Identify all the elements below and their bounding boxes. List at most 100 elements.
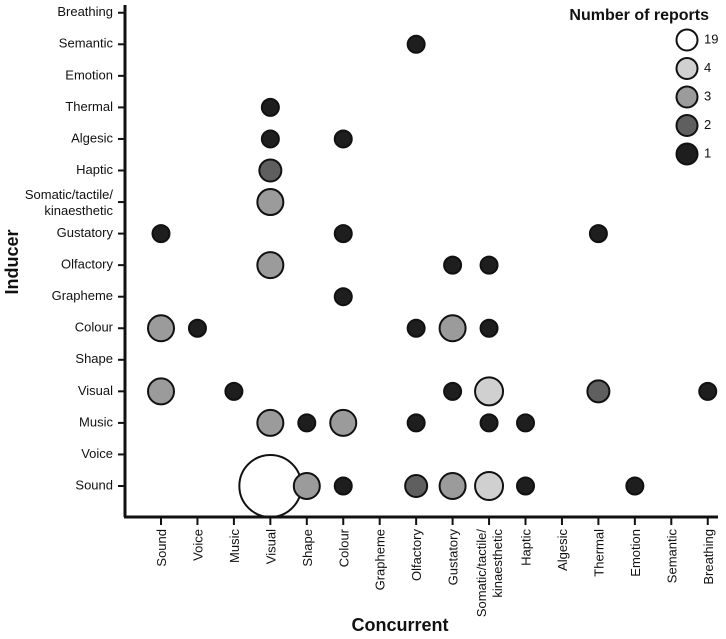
x-tick-label-group: Shape <box>300 529 315 567</box>
x-tick-label: Thermal <box>591 529 606 577</box>
x-tick-label-line: Shape <box>300 529 315 567</box>
x-tick-label-group: Semantic <box>664 529 679 584</box>
x-axis-title: Concurrent <box>351 615 448 635</box>
x-tick-label-group: Breathing <box>701 529 716 585</box>
bubbles <box>147 34 718 518</box>
y-tick-label: Thermal <box>65 99 113 114</box>
bubble <box>479 413 499 433</box>
x-axis-ticks: Sound Voice Music Visual Shape Colour Grapheme… <box>154 517 716 617</box>
x-tick-label: Semantic <box>664 529 679 584</box>
bubble <box>443 381 463 401</box>
bubble <box>333 224 353 244</box>
y-tick-label-line: kinaesthetic <box>44 203 113 218</box>
bubble <box>147 314 175 343</box>
x-tick-label: Colour <box>336 528 351 567</box>
bubble <box>256 251 285 280</box>
bubble <box>297 413 317 433</box>
bubble <box>404 474 429 498</box>
y-tick-label: Gustatory <box>57 225 114 240</box>
x-tick-label: Visual <box>263 529 278 564</box>
x-tick-label-group: Emotion <box>628 529 643 577</box>
legend-swatch <box>675 57 699 80</box>
y-tick-label: Grapheme <box>52 288 113 303</box>
x-tick-label: Shape <box>300 529 315 567</box>
x-tick-label-line: Visual <box>263 529 278 564</box>
legend-title: Number of reports <box>569 7 709 24</box>
x-tick-label-line: Music <box>227 529 242 563</box>
x-tick-label: Grapheme <box>373 529 388 590</box>
x-tick-label-line: Emotion <box>628 529 643 577</box>
bubble <box>588 224 608 244</box>
y-tick-label: Somatic/tactile/kinaesthetic <box>25 187 114 218</box>
bubble <box>147 377 175 406</box>
legend-label: 1 <box>704 145 711 160</box>
x-tick-label-line: Sound <box>154 529 169 567</box>
x-tick-label: Algesic <box>555 529 570 571</box>
x-tick-label: Breathing <box>701 529 716 585</box>
x-tick-label-line: Semantic <box>664 529 679 584</box>
x-tick-label-group: Haptic <box>519 529 534 566</box>
x-tick-label: Haptic <box>519 529 534 566</box>
x-tick-label-line: Olfactory <box>409 529 424 582</box>
bubble <box>438 472 467 500</box>
x-tick-label: Gustatory <box>446 529 461 586</box>
legend-label: 19 <box>704 31 718 46</box>
x-tick-label-line: kinaesthetic <box>490 529 505 598</box>
bubble <box>406 318 426 338</box>
y-tick-label: Visual <box>78 383 113 398</box>
x-tick-label-group: Somatic/tactile/kinaesthetic <box>474 529 505 618</box>
y-tick-label: Semantic <box>59 36 114 51</box>
y-tick-label: Music <box>79 414 113 429</box>
x-tick-label-line: Breathing <box>701 529 716 585</box>
bubble <box>333 476 353 496</box>
x-tick-label-group: Olfactory <box>409 529 424 582</box>
y-axis-ticks: Sound Voice Music Visual Shape Colour Grapheme… <box>25 4 125 492</box>
bubble <box>516 476 535 496</box>
y-tick-label: Algesic <box>71 130 113 145</box>
x-tick-label-group: Voice <box>190 529 205 561</box>
bubble <box>438 314 467 343</box>
bubble <box>479 255 499 275</box>
x-tick-label-line: Algesic <box>555 529 570 571</box>
bubble <box>258 158 283 183</box>
bubble <box>406 413 426 433</box>
x-tick-label: Sound <box>154 529 169 567</box>
bubble <box>474 376 505 407</box>
bubble <box>329 408 358 437</box>
x-tick-label: Voice <box>190 529 205 561</box>
y-tick-label: Breathing <box>57 4 113 19</box>
y-tick-label: Sound <box>75 477 113 492</box>
bubble <box>256 188 285 217</box>
bubble <box>333 287 353 307</box>
bubble <box>260 129 280 149</box>
bubble <box>256 408 285 437</box>
x-tick-label-group: Sound <box>154 529 169 567</box>
x-tick-label-line: Thermal <box>591 529 606 577</box>
legend-label: 2 <box>704 117 711 132</box>
y-tick-label: Emotion <box>65 67 113 82</box>
x-tick-label-group: Gustatory <box>446 529 461 586</box>
legend-label: 4 <box>704 60 711 75</box>
x-tick-label-group: Grapheme <box>373 529 388 590</box>
x-tick-label-line: Colour <box>336 528 351 567</box>
legend-label: 3 <box>704 88 711 103</box>
legend-swatch <box>675 85 699 109</box>
bubble <box>224 381 244 401</box>
bubble <box>479 318 499 338</box>
bubble <box>406 34 426 54</box>
x-tick-label-line: Voice <box>190 529 205 561</box>
y-tick-label-line: Somatic/tactile/ <box>25 187 114 202</box>
x-tick-label: Music <box>227 529 242 563</box>
bubble <box>625 476 645 496</box>
size-legend: Number of reports 19 4 3 2 1 <box>569 7 718 166</box>
bubble <box>187 318 207 338</box>
x-tick-label: Emotion <box>628 529 643 577</box>
y-tick-label: Olfactory <box>61 257 114 272</box>
x-tick-label: Olfactory <box>409 529 424 582</box>
x-tick-label-line: Gustatory <box>446 529 461 586</box>
bubble <box>292 472 321 500</box>
bubble <box>260 97 280 117</box>
bubble <box>151 224 171 244</box>
bubble <box>238 454 303 518</box>
